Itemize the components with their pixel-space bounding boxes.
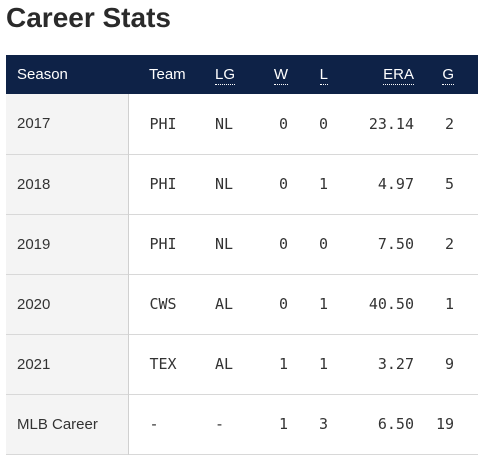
column-header-era[interactable]: ERA <box>383 66 414 85</box>
cell-g: 2 <box>444 235 454 253</box>
cell-era: 6.50 <box>377 415 414 433</box>
cell-team: - <box>149 415 159 433</box>
cell-l: 0 <box>318 235 328 253</box>
column-header-season[interactable]: Season <box>17 66 68 83</box>
cell-season: 2021 <box>6 334 129 394</box>
cell-g: 19 <box>435 415 454 433</box>
cell-g: 5 <box>444 175 454 193</box>
cell-l: 1 <box>318 295 328 313</box>
table-row: 2020 CWS AL 0 1 40.50 1 <box>6 274 478 334</box>
cell-l: 1 <box>318 175 328 193</box>
cell-team: TEX <box>149 355 177 373</box>
cell-lg: NL <box>215 235 234 253</box>
cell-w: 1 <box>278 355 288 373</box>
cell-season: 2017 <box>6 94 129 154</box>
page-title: Career Stats <box>6 2 171 33</box>
table-header-row: Season Team LG W L ERA G <box>6 55 478 94</box>
cell-g: 2 <box>444 114 454 133</box>
cell-l: 0 <box>318 114 328 133</box>
cell-w: 1 <box>278 415 288 433</box>
cell-lg: AL <box>215 355 234 373</box>
cell-era: 4.97 <box>377 175 414 193</box>
cell-w: 0 <box>278 295 288 313</box>
cell-season: 2018 <box>6 154 129 214</box>
cell-w: 0 <box>278 235 288 253</box>
cell-era: 3.27 <box>377 355 414 373</box>
cell-season: MLB Career <box>6 394 129 454</box>
cell-w: 0 <box>278 114 288 133</box>
table-row: 2019 PHI NL 0 0 7.50 2 <box>6 214 478 274</box>
cell-l: 3 <box>318 415 328 433</box>
cell-era: 40.50 <box>368 295 414 313</box>
cell-team: PHI <box>149 114 177 133</box>
cell-era: 7.50 <box>377 235 414 253</box>
cell-team: PHI <box>149 175 177 193</box>
cell-team: PHI <box>149 235 177 253</box>
cell-lg: NL <box>215 175 234 193</box>
career-stats-table: Season Team LG W L ERA G 2017 PHI NL 0 0… <box>6 55 478 455</box>
column-header-lg[interactable]: LG <box>215 66 236 85</box>
cell-g: 1 <box>444 295 454 313</box>
cell-season: 2020 <box>6 274 129 334</box>
career-total-row: MLB Career - - 1 3 6.50 19 <box>6 394 478 454</box>
cell-team: CWS <box>149 295 177 313</box>
column-header-w[interactable]: W <box>273 66 288 85</box>
cell-era: 23.14 <box>368 114 414 133</box>
cell-lg: - <box>215 415 225 433</box>
cell-lg: AL <box>215 295 234 313</box>
cell-l: 1 <box>318 355 328 373</box>
column-header-team[interactable]: Team <box>149 66 186 83</box>
cell-g: 9 <box>444 355 454 373</box>
cell-w: 0 <box>278 175 288 193</box>
cell-lg: NL <box>215 114 234 133</box>
column-header-l[interactable]: L <box>319 66 328 85</box>
table-row: 2021 TEX AL 1 1 3.27 9 <box>6 334 478 394</box>
table-row: 2017 PHI NL 0 0 23.14 2 <box>6 94 478 154</box>
cell-season: 2019 <box>6 214 129 274</box>
table-row: 2018 PHI NL 0 1 4.97 5 <box>6 154 478 214</box>
column-header-g[interactable]: G <box>442 66 454 85</box>
